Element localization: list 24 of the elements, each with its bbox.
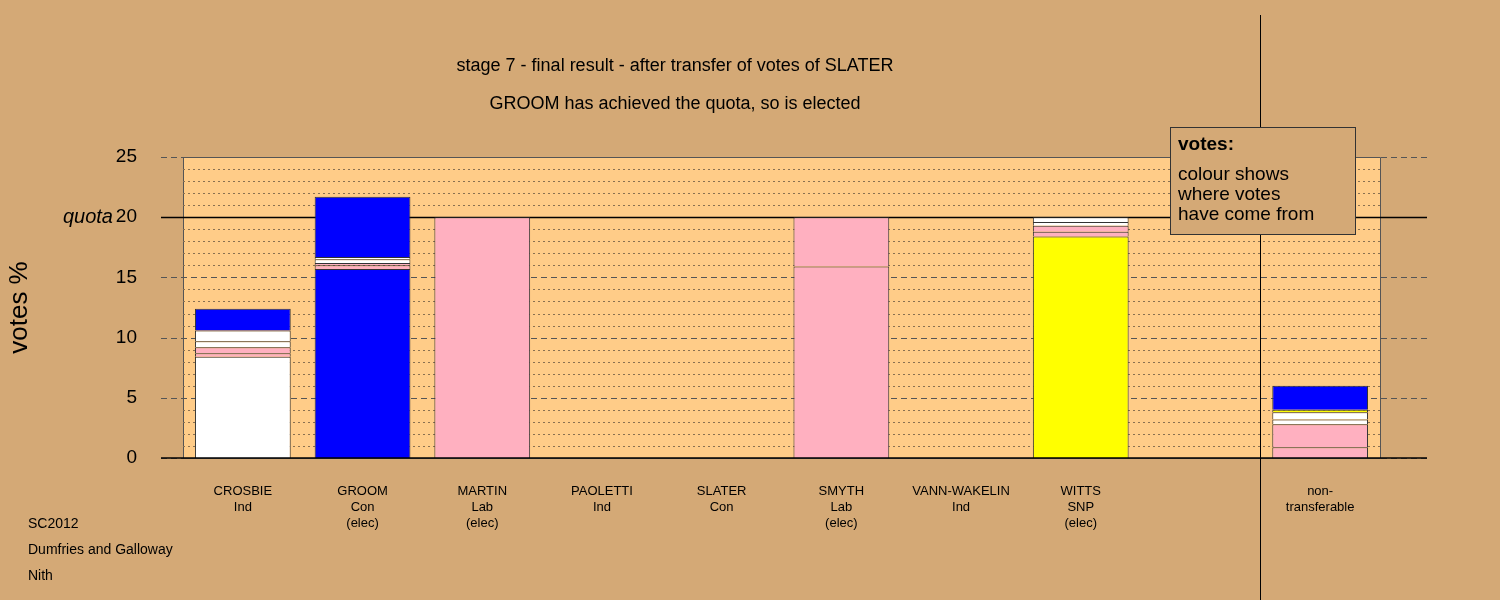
text: Nith [28,567,53,583]
x-tick-label: GROOM Con (elec) [337,483,388,530]
chart-subtitle: GROOM has achieved the quota, so is elected [488,93,862,114]
annotation: colour shows where votes have come from [1178,163,1316,224]
y-axis-title: votes % [2,261,33,354]
text: votes: [1178,133,1235,154]
chart-title: stage 7 - final result - after transfer of votes of SLATER [455,55,895,76]
x-tick-label: SMYTH Lab (elec) [818,483,865,530]
x-tick-label: PAOLETTI Ind [571,483,633,514]
x-tick-label: non- transferable [1285,483,1355,514]
y-tick-label: 25 [115,145,137,167]
y-tick-label: 5 [126,386,137,408]
x-tick-label: WITTS SNP (elec) [1060,483,1102,530]
x-tick-label: SLATER Con [696,483,747,514]
x-tick-label: MARTIN Lab (elec) [457,483,508,530]
text: Dumfries and Galloway [28,541,173,557]
text: SC2012 [28,515,79,531]
x-tick-label: VANN-WAKELIN Ind [912,483,1010,514]
y-tick-label: 20 [115,205,137,227]
y-tick-label: 15 [115,265,137,287]
y-tick-label: 0 [126,446,137,468]
y-tick-label: 10 [115,325,137,347]
x-tick-label: CROSBIE Ind [213,483,273,514]
ref-line-label: quota [62,205,113,228]
